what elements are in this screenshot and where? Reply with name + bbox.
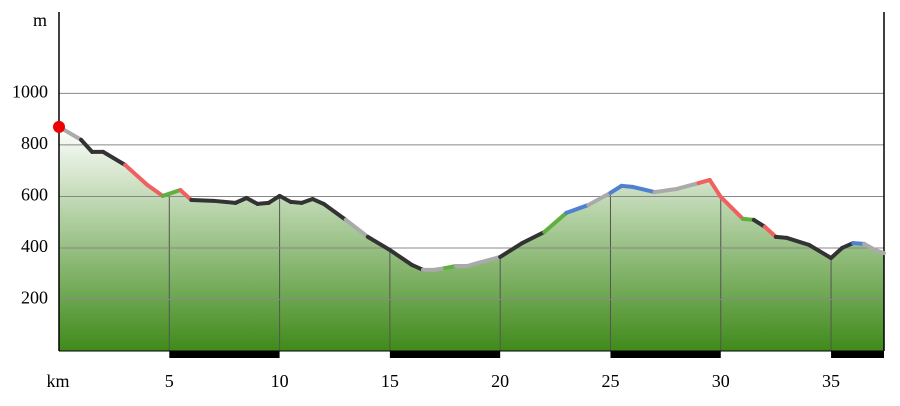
profile-segment (266, 193, 282, 205)
profile-segment (520, 229, 547, 246)
profile-segment (630, 184, 657, 195)
profile-segment (784, 235, 811, 247)
profile-segment (718, 194, 745, 221)
profile-segment (277, 193, 293, 204)
scale-band (610, 351, 721, 358)
x-tick-label: 10 (271, 371, 289, 391)
profile-segment (79, 137, 95, 154)
y-tick-label: 1000 (12, 82, 48, 102)
x-tick-label: 25 (601, 371, 619, 391)
scale-band (169, 351, 280, 358)
profile-segment (608, 183, 624, 195)
scale-band (389, 351, 501, 358)
profile-segment (145, 182, 165, 198)
y-tick-label: 200 (21, 288, 48, 308)
x-axis-label: km (46, 371, 69, 391)
y-tick-label: 600 (21, 185, 48, 205)
profile-segment (189, 198, 216, 203)
profile-segment (178, 188, 194, 203)
x-tick-label: 35 (822, 371, 840, 391)
profile-segment (233, 195, 249, 205)
profile-segment (123, 163, 150, 187)
profile-segment (564, 202, 591, 215)
y-tick-label: 800 (21, 133, 48, 153)
profile-segment (365, 234, 392, 253)
x-tick-label: 15 (381, 371, 399, 391)
y-tick-label: 400 (21, 236, 48, 256)
profile-segment (211, 198, 238, 205)
y-axis-label: m (33, 10, 47, 30)
profile-segment (762, 224, 778, 239)
profile-segment (674, 181, 701, 191)
profile-segment (310, 197, 326, 206)
profile-segment (586, 190, 613, 207)
profile-segment (476, 254, 503, 265)
profile-segment (101, 149, 128, 168)
profile-segment (498, 241, 525, 259)
profile-segment (840, 241, 856, 250)
profile-segment (652, 186, 679, 195)
area (59, 126, 884, 351)
profile-segment (321, 201, 348, 222)
x-tick-label: 5 (165, 371, 174, 391)
profile-segment (343, 217, 370, 239)
start-point (53, 120, 65, 133)
profile-segment (409, 262, 425, 272)
profile-segment (807, 242, 834, 261)
profile-segment (707, 177, 723, 199)
profile-segment (829, 245, 845, 261)
profile-segment (244, 195, 260, 206)
x-tick-label: 20 (491, 371, 509, 391)
scale-band (831, 351, 884, 358)
profile-segment (387, 248, 414, 267)
x-tick-label: 30 (712, 371, 730, 391)
profile-segment (751, 217, 767, 229)
profile-segment (542, 210, 569, 234)
profile-segment (873, 248, 886, 256)
profile-segment (160, 188, 183, 198)
profile-segment (862, 241, 878, 253)
